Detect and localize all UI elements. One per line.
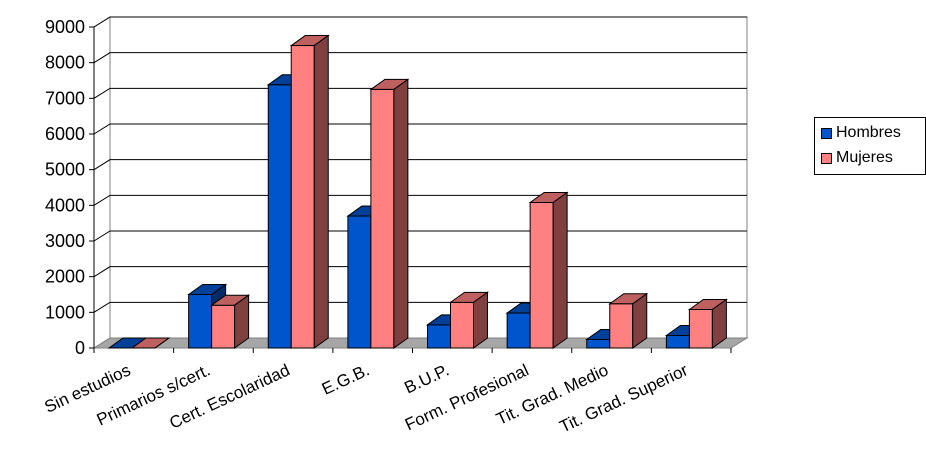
y-tick-label: 2000 <box>45 267 85 287</box>
y-tick-label: 3000 <box>45 231 85 251</box>
y-axis-ticks: 0 1000 2000 3000 4000 5000 6000 7000 8000 9000 <box>45 17 94 358</box>
y-tick-label: 8000 <box>45 53 85 73</box>
y-tick-label: 6000 <box>45 124 85 144</box>
bar-mujeres-7 <box>689 299 726 348</box>
y-tick-label: 7000 <box>45 88 85 108</box>
x-tick-label: B.U.P. <box>401 360 452 397</box>
bar-mujeres-6 <box>610 294 647 348</box>
y-tick-label: 4000 <box>45 195 85 215</box>
legend-label-mujeres: Mujeres <box>836 149 893 167</box>
y-tick-label: 9000 <box>45 17 85 37</box>
x-tick-label: E.G.B. <box>319 360 372 398</box>
y-tick-label: 5000 <box>45 160 85 180</box>
legend-label-hombres: Hombres <box>836 124 901 142</box>
bar-mujeres-5 <box>530 192 567 348</box>
bar-mujeres-3 <box>371 79 408 348</box>
legend-item-mujeres: Mujeres <box>821 149 893 167</box>
y-tick-label: 1000 <box>45 302 85 322</box>
legend-swatch-hombres <box>821 128 832 139</box>
legend-item-hombres: Hombres <box>821 124 901 142</box>
legend: Hombres Mujeres <box>814 117 926 175</box>
bar-mujeres-2 <box>291 36 328 348</box>
legend-swatch-mujeres <box>821 153 832 164</box>
side-wall <box>94 17 110 348</box>
bar-mujeres-1 <box>212 295 249 348</box>
bar-mujeres-4 <box>451 292 488 348</box>
y-tick-label: 0 <box>75 338 85 358</box>
